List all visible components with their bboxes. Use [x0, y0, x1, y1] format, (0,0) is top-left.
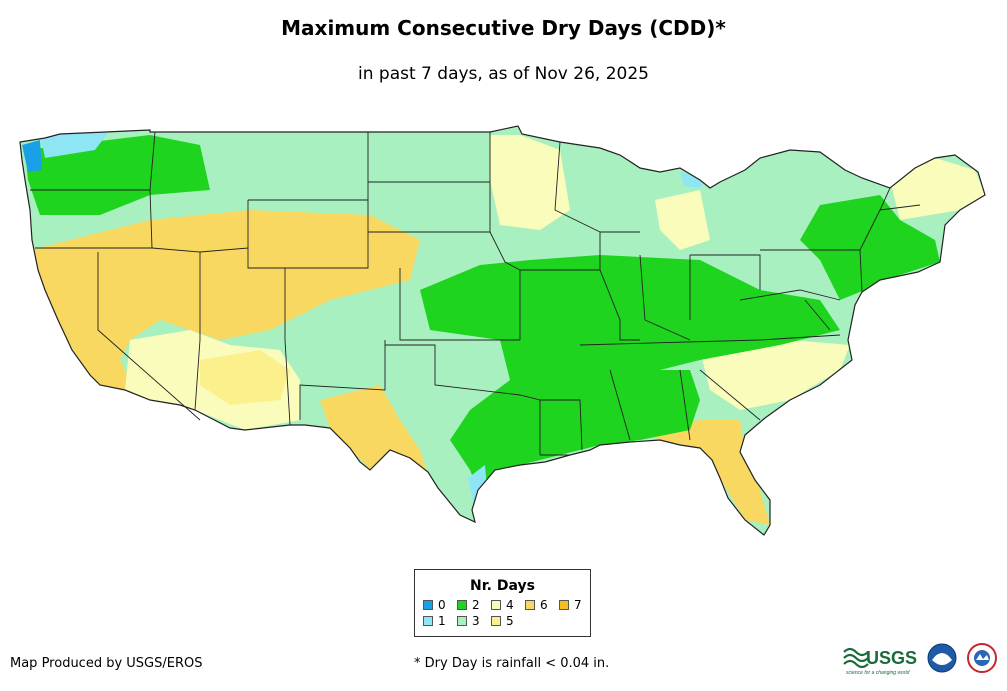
- legend-item-0: 0: [423, 598, 446, 612]
- legend: Nr. Days 0 1 2 3 4 5 6 7: [414, 569, 591, 637]
- zone-5-days-southwest: [200, 350, 290, 405]
- zone-6-days-west: [30, 210, 420, 400]
- legend-swatch-7: [559, 600, 569, 610]
- state-borders: [19, 125, 986, 536]
- svg-text:USGS: USGS: [866, 648, 917, 668]
- svg-text:science for a changing world: science for a changing world: [846, 670, 910, 676]
- zone-4-days-new-england: [890, 158, 985, 220]
- usgs-logo: USGS science for a changing world: [843, 647, 917, 676]
- dry-day-footnote: * Dry Day is rainfall < 0.04 in.: [414, 656, 610, 671]
- legend-swatch-1: [423, 616, 433, 626]
- zone-4-days-michigan: [655, 190, 710, 250]
- legend-swatch-6: [525, 600, 535, 610]
- zone-1-days-great-lakes: [680, 172, 708, 188]
- legend-swatch-4: [491, 600, 501, 610]
- legend-item-4: 4: [491, 598, 514, 612]
- noaa-logo: [927, 643, 957, 673]
- legend-grid: 0 1 2 3 4 5 6 7: [415, 598, 590, 632]
- legend-item-3: 3: [457, 614, 480, 628]
- legend-item-6: 6: [525, 598, 548, 612]
- map-subtitle: in past 7 days, as of Nov 26, 2025: [358, 64, 649, 84]
- legend-swatch-0: [423, 600, 433, 610]
- us-cdd-map: [19, 125, 986, 536]
- map-title: Maximum Consecutive Dry Days (CDD)*: [281, 16, 726, 40]
- nws-logo: [967, 643, 997, 673]
- zone-1-days-northwest: [40, 130, 110, 158]
- legend-item-2: 2: [457, 598, 480, 612]
- zone-2-days-northeast: [800, 195, 940, 300]
- zone-0-days-puget: [22, 140, 42, 172]
- legend-swatch-5: [491, 616, 501, 626]
- legend-item-1: 1: [423, 614, 446, 628]
- zone-2-days-northwest: [25, 135, 210, 215]
- legend-item-5: 5: [491, 614, 514, 628]
- zone-4-days-plains: [490, 135, 570, 230]
- zone-6-days-florida: [640, 420, 770, 525]
- legend-title: Nr. Days: [470, 578, 535, 594]
- map-credit: Map Produced by USGS/EROS: [10, 656, 203, 671]
- legend-item-7: 7: [559, 598, 582, 612]
- legend-swatch-3: [457, 616, 467, 626]
- agency-logos: USGS science for a changing world: [843, 643, 997, 676]
- zone-4-days-carolinas: [700, 340, 850, 410]
- zone-2-days-southeast: [580, 370, 700, 445]
- legend-swatch-2: [457, 600, 467, 610]
